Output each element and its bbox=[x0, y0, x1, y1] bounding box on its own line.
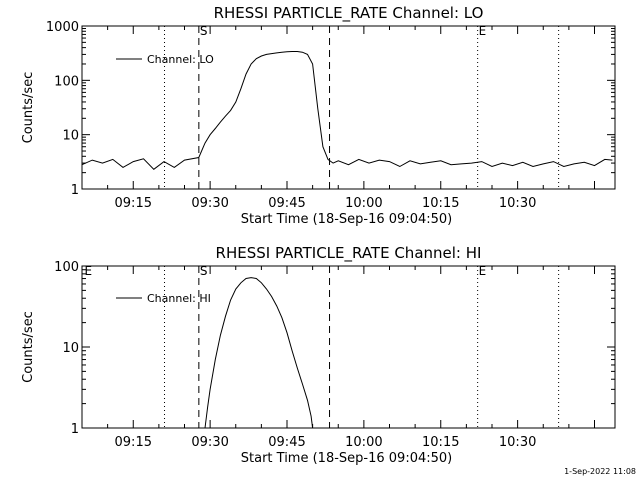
legend-label: Channel: LO bbox=[147, 53, 214, 66]
x-tick-label: 09:45 bbox=[268, 196, 305, 211]
y-tick-label: 100 bbox=[54, 74, 79, 89]
x-tick-label: 10:00 bbox=[345, 435, 382, 450]
x-tick-label: 10:00 bbox=[345, 196, 382, 211]
x-tick-label: 10:30 bbox=[499, 435, 536, 450]
x-axis-label: Start Time (18-Sep-16 09:04:50) bbox=[241, 212, 452, 227]
y-tick-label: 100 bbox=[54, 260, 79, 275]
x-tick-label: 10:30 bbox=[499, 196, 536, 211]
lo-channel-chart: RHESSI PARTICLE_RATE Channel: LO 1 10 100 10… bbox=[21, 4, 616, 227]
x-tick-label: 09:45 bbox=[268, 435, 305, 450]
y-tick-label: 1000 bbox=[46, 20, 79, 35]
y-tick-label: 10 bbox=[62, 341, 79, 356]
event-marker-s: S bbox=[200, 24, 208, 38]
y-axis-label: Counts/sec bbox=[21, 72, 36, 144]
legend-label: Channel: HI bbox=[147, 292, 211, 305]
x-tick-label: 09:30 bbox=[191, 435, 228, 450]
x-axis-label: Start Time (18-Sep-16 09:04:50) bbox=[241, 451, 452, 466]
hi-channel-chart: RHESSI PARTICLE_RATE Channel: HI 1 10 100 09… bbox=[21, 244, 616, 466]
y-tick-label: 1 bbox=[71, 422, 79, 437]
series-line-hi bbox=[204, 277, 314, 429]
chart-title: RHESSI PARTICLE_RATE Channel: LO bbox=[214, 4, 484, 23]
event-marker-e: E bbox=[479, 24, 487, 38]
plot-frame bbox=[81, 25, 616, 190]
y-tick-label: 1 bbox=[71, 183, 79, 198]
chart-title: RHESSI PARTICLE_RATE Channel: HI bbox=[216, 244, 482, 263]
y-tick-label: 10 bbox=[62, 129, 79, 144]
x-tick-label: 10:15 bbox=[422, 435, 459, 450]
plot-frame bbox=[81, 265, 616, 429]
y-axis-label: Counts/sec bbox=[21, 311, 36, 383]
x-tick-label: 09:15 bbox=[115, 196, 152, 211]
event-marker-e: E bbox=[479, 264, 487, 278]
event-marker-e: E bbox=[85, 264, 93, 278]
plot-timestamp: 1-Sep-2022 11:08 bbox=[564, 467, 636, 476]
x-tick-label: 09:15 bbox=[115, 435, 152, 450]
series-line-lo bbox=[81, 51, 613, 170]
x-tick-label: 10:15 bbox=[422, 196, 459, 211]
event-marker-s: S bbox=[200, 264, 208, 278]
x-tick-label: 09:30 bbox=[191, 196, 228, 211]
